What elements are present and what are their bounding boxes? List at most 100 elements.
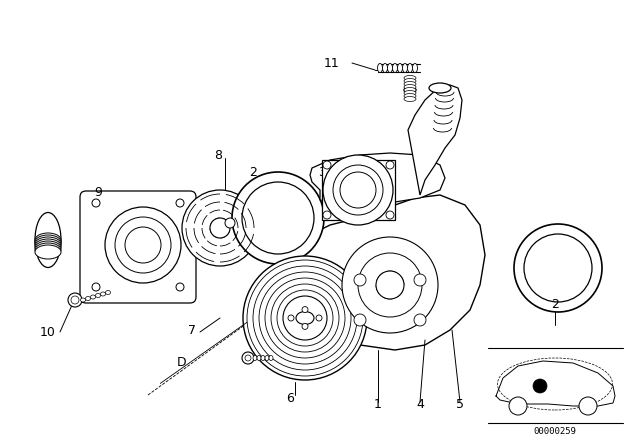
Ellipse shape <box>413 64 417 73</box>
Ellipse shape <box>261 356 265 361</box>
Text: 10: 10 <box>40 326 56 339</box>
Ellipse shape <box>383 64 387 73</box>
Text: 3: 3 <box>318 165 326 178</box>
Circle shape <box>386 161 394 169</box>
Circle shape <box>105 207 181 283</box>
Ellipse shape <box>100 292 106 296</box>
Ellipse shape <box>35 239 61 253</box>
Ellipse shape <box>35 243 61 257</box>
Text: 2: 2 <box>249 165 257 178</box>
Circle shape <box>232 172 324 264</box>
Ellipse shape <box>257 356 261 361</box>
Circle shape <box>354 314 366 326</box>
Ellipse shape <box>81 298 86 302</box>
Circle shape <box>259 272 351 364</box>
Circle shape <box>288 315 294 321</box>
Polygon shape <box>290 195 485 350</box>
Polygon shape <box>310 153 445 205</box>
Ellipse shape <box>106 290 111 294</box>
Ellipse shape <box>408 64 413 73</box>
Ellipse shape <box>269 356 273 361</box>
Circle shape <box>115 217 171 273</box>
Ellipse shape <box>404 82 416 86</box>
Ellipse shape <box>35 241 61 255</box>
Ellipse shape <box>95 293 100 297</box>
Circle shape <box>354 274 366 286</box>
Circle shape <box>265 278 345 358</box>
Text: 1: 1 <box>374 399 382 412</box>
Circle shape <box>376 271 404 299</box>
Circle shape <box>414 314 426 326</box>
Ellipse shape <box>265 356 269 361</box>
Ellipse shape <box>35 212 61 267</box>
FancyBboxPatch shape <box>80 191 196 303</box>
Text: 5: 5 <box>456 399 464 412</box>
Text: 7: 7 <box>188 323 196 336</box>
Circle shape <box>340 172 376 208</box>
Circle shape <box>242 182 314 254</box>
Circle shape <box>316 315 322 321</box>
Text: 2: 2 <box>551 298 559 311</box>
Ellipse shape <box>90 295 95 299</box>
Circle shape <box>176 199 184 207</box>
Ellipse shape <box>35 245 61 259</box>
Ellipse shape <box>296 311 314 324</box>
Ellipse shape <box>86 297 90 301</box>
Circle shape <box>579 397 597 415</box>
Circle shape <box>271 284 339 352</box>
Polygon shape <box>408 85 462 195</box>
Ellipse shape <box>397 64 403 73</box>
Circle shape <box>277 290 333 346</box>
Circle shape <box>302 306 308 313</box>
Circle shape <box>182 190 258 266</box>
Circle shape <box>323 161 331 169</box>
Circle shape <box>125 227 161 263</box>
Ellipse shape <box>378 64 383 73</box>
Text: 00000259: 00000259 <box>534 426 577 435</box>
Ellipse shape <box>35 235 61 249</box>
Circle shape <box>524 234 592 302</box>
Circle shape <box>333 165 383 215</box>
Text: 9: 9 <box>94 185 102 198</box>
Circle shape <box>509 397 527 415</box>
Circle shape <box>283 296 327 340</box>
Circle shape <box>533 379 547 393</box>
Circle shape <box>225 218 235 228</box>
Ellipse shape <box>403 64 408 73</box>
Ellipse shape <box>35 237 61 251</box>
Circle shape <box>92 283 100 291</box>
Ellipse shape <box>404 76 416 81</box>
Circle shape <box>323 155 393 225</box>
Ellipse shape <box>404 90 416 95</box>
Circle shape <box>68 293 82 307</box>
Ellipse shape <box>404 94 416 99</box>
Circle shape <box>342 237 438 333</box>
Polygon shape <box>322 160 395 220</box>
Ellipse shape <box>387 64 392 73</box>
Circle shape <box>514 224 602 312</box>
Circle shape <box>253 266 357 370</box>
Ellipse shape <box>253 356 257 361</box>
Ellipse shape <box>404 78 416 83</box>
Text: D: D <box>177 356 187 369</box>
Circle shape <box>386 211 394 219</box>
Circle shape <box>414 274 426 286</box>
Ellipse shape <box>404 87 416 92</box>
Ellipse shape <box>404 96 416 102</box>
Circle shape <box>302 323 308 329</box>
Circle shape <box>247 260 363 376</box>
Ellipse shape <box>35 233 61 247</box>
Ellipse shape <box>429 83 451 93</box>
Circle shape <box>323 211 331 219</box>
Ellipse shape <box>404 85 416 90</box>
Circle shape <box>71 296 79 304</box>
Circle shape <box>242 352 254 364</box>
Circle shape <box>210 218 230 238</box>
Text: 4: 4 <box>416 399 424 412</box>
Ellipse shape <box>404 86 416 94</box>
Circle shape <box>176 283 184 291</box>
Ellipse shape <box>392 64 397 73</box>
Text: 8: 8 <box>214 148 222 161</box>
Text: 6: 6 <box>286 392 294 405</box>
Text: 11: 11 <box>324 56 340 69</box>
